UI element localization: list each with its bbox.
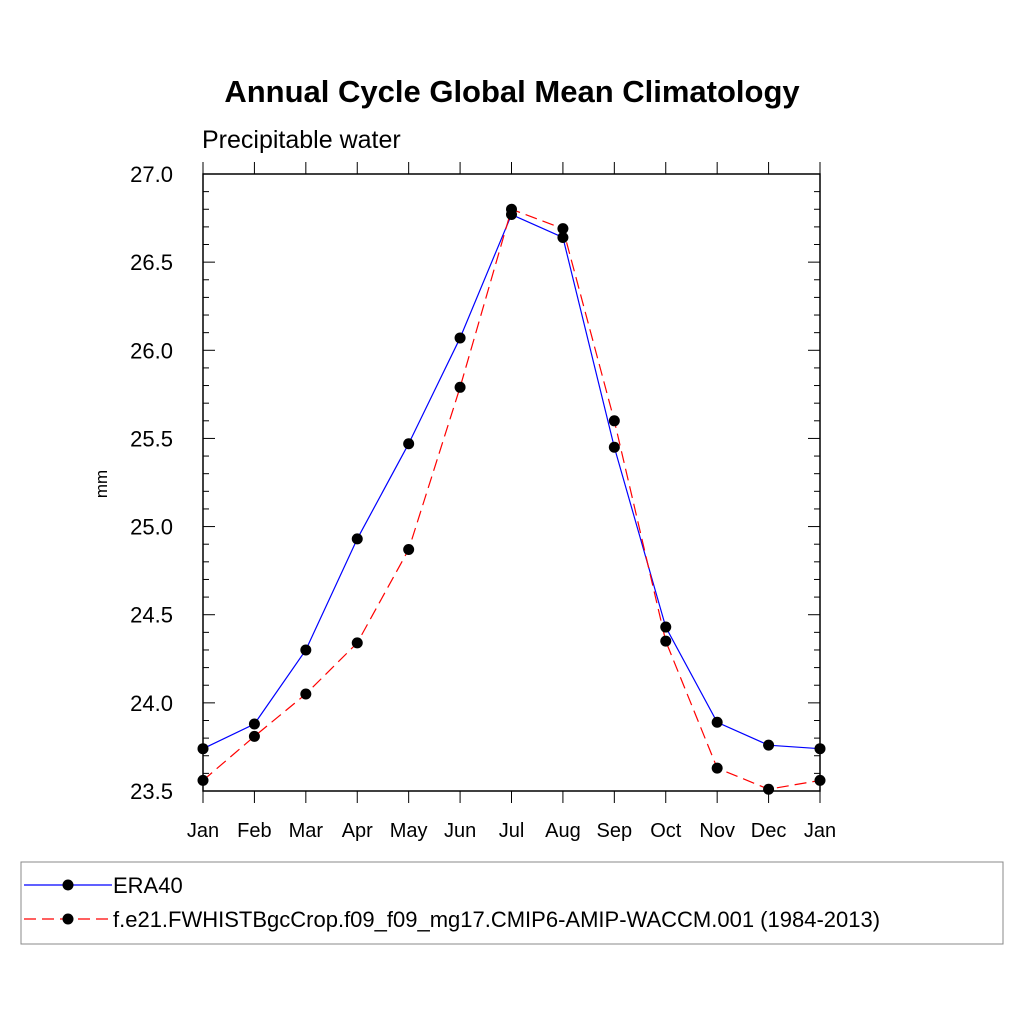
- x-tick-label: Jan: [804, 820, 836, 842]
- y-tick-label: 25.0: [130, 515, 173, 540]
- series-0-point: [351, 533, 363, 545]
- x-tick-label: Dec: [751, 820, 787, 842]
- legend-box: [20, 861, 1004, 945]
- x-tick-label: Jun: [444, 820, 476, 842]
- series-0-point: [300, 644, 312, 656]
- x-tick-label: May: [390, 820, 428, 842]
- legend-marker-0: [62, 879, 74, 891]
- series-0-point: [248, 718, 260, 730]
- series-1-point: [351, 637, 363, 649]
- series-1-point: [300, 688, 312, 700]
- series-1-point: [454, 381, 466, 393]
- series-line-1: [202, 208, 821, 790]
- series-0-point: [454, 332, 466, 344]
- x-tick-label: Jan: [187, 820, 219, 842]
- x-tick-label: Apr: [342, 820, 373, 842]
- y-axis-label: mm: [92, 470, 111, 498]
- y-tick-label: 23.5: [130, 779, 173, 804]
- series-0-point: [763, 739, 775, 751]
- series-0-point: [403, 438, 415, 450]
- series-1-point: [506, 203, 517, 215]
- x-tick-label: Jul: [499, 820, 525, 842]
- y-tick-label: 26.0: [130, 338, 173, 363]
- x-tick-label: Feb: [237, 820, 271, 842]
- chart-subtitle: Precipitable water: [202, 126, 401, 154]
- legend-label-0: ERA40: [113, 873, 183, 898]
- x-tick-label: Aug: [545, 820, 581, 842]
- y-tick-label: 24.0: [130, 691, 173, 716]
- y-tick-label: 24.5: [130, 603, 173, 628]
- series-1-point: [660, 635, 672, 647]
- series-line-0: [202, 213, 821, 750]
- y-tick-label: 25.5: [130, 426, 173, 451]
- series-0-point: [608, 441, 620, 453]
- plot-frame: [202, 173, 821, 792]
- series-0-point: [557, 231, 569, 243]
- series-1-point: [711, 762, 723, 774]
- x-tick-label: Oct: [650, 820, 682, 842]
- y-tick-label: 27.0: [130, 162, 173, 187]
- legend-marker-1: [62, 913, 74, 925]
- y-tick-label: 26.5: [130, 250, 173, 275]
- x-tick-label: Mar: [289, 820, 324, 842]
- series-0-point: [711, 716, 723, 728]
- x-tick-label: Nov: [699, 820, 735, 842]
- series-1-point: [557, 223, 569, 235]
- series-1-point: [403, 543, 415, 555]
- legend: ERA40 f.e21.FWHISTBgcCrop.f09_f09_mg17.CM…: [20, 861, 1004, 945]
- series-1-point: [763, 783, 775, 795]
- x-tick-label: Sep: [597, 820, 633, 842]
- legend-label-1: f.e21.FWHISTBgcCrop.f09_f09_mg17.CMIP6-A…: [113, 907, 880, 932]
- series-0-point: [660, 621, 672, 633]
- series-1-point: [608, 415, 620, 427]
- chart-title: Annual Cycle Global Mean Climatology: [224, 74, 800, 109]
- series-1-point: [248, 730, 260, 742]
